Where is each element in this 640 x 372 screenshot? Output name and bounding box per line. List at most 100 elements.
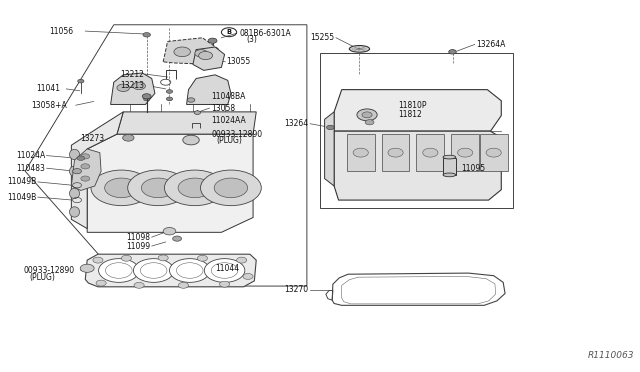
Circle shape [326,125,334,130]
Circle shape [357,109,377,121]
Circle shape [173,236,182,241]
Ellipse shape [443,155,456,159]
Circle shape [423,148,438,157]
Text: 11099: 11099 [126,241,150,250]
Polygon shape [347,134,374,171]
Circle shape [164,170,225,206]
Circle shape [80,264,94,272]
Ellipse shape [349,45,369,52]
Text: 00933-12890: 00933-12890 [211,129,262,139]
Ellipse shape [70,166,79,176]
Circle shape [178,178,212,198]
Circle shape [99,259,139,282]
Polygon shape [71,149,101,190]
Polygon shape [334,90,501,131]
Circle shape [143,97,150,101]
Circle shape [188,98,195,102]
Circle shape [197,255,207,261]
Circle shape [81,154,90,159]
Circle shape [122,255,131,261]
Text: 13058+A: 13058+A [31,101,67,110]
Circle shape [93,257,103,263]
Text: 15255: 15255 [310,33,335,42]
Circle shape [158,255,168,261]
Text: 13270: 13270 [285,285,308,294]
Circle shape [166,97,173,101]
Text: 13213: 13213 [120,81,144,90]
Circle shape [105,178,138,198]
Circle shape [486,148,501,157]
Text: 081B6-6301A: 081B6-6301A [239,29,291,38]
Circle shape [449,49,456,54]
Text: 11024A: 11024A [16,151,45,160]
Text: 11098: 11098 [127,232,150,242]
Circle shape [163,228,176,235]
Polygon shape [163,38,218,64]
Text: (3): (3) [247,35,258,45]
Ellipse shape [70,207,79,217]
Circle shape [128,170,189,206]
Text: (PLUG): (PLUG) [216,136,242,145]
Text: 13058: 13058 [211,104,236,113]
Text: 11049B: 11049B [7,193,36,202]
Circle shape [183,135,199,145]
Text: 13055: 13055 [227,57,251,66]
Text: 13273: 13273 [80,134,104,143]
Text: 11810P: 11810P [399,102,428,110]
Bar [443,158,456,175]
Circle shape [208,38,217,43]
Text: 11041: 11041 [36,84,61,93]
Text: 13264A: 13264A [476,40,506,49]
Polygon shape [71,112,124,229]
Text: (PLUG): (PLUG) [29,273,55,282]
Polygon shape [187,75,231,105]
Circle shape [72,169,81,174]
Polygon shape [117,112,256,134]
Circle shape [142,94,151,99]
Polygon shape [334,131,501,200]
Text: 11048BA: 11048BA [211,92,246,101]
Text: 110483: 110483 [17,164,45,173]
Text: 11056: 11056 [49,26,74,36]
Circle shape [194,111,200,115]
Polygon shape [111,73,155,105]
Circle shape [96,280,106,286]
Circle shape [200,170,261,206]
Text: 00933-12890: 00933-12890 [24,266,75,275]
Circle shape [123,135,134,141]
Circle shape [117,84,130,92]
Circle shape [81,176,90,181]
Circle shape [174,47,190,57]
Ellipse shape [70,149,79,160]
Polygon shape [480,134,508,171]
Polygon shape [417,134,444,171]
Circle shape [77,79,84,83]
Text: 11095: 11095 [461,164,485,173]
Text: 11049B: 11049B [7,177,36,186]
Circle shape [141,178,175,198]
Polygon shape [87,134,253,232]
Text: 13264: 13264 [285,119,308,128]
Circle shape [166,90,173,93]
Circle shape [214,178,248,198]
Circle shape [388,148,403,157]
Circle shape [133,259,174,282]
Circle shape [91,170,152,206]
Text: B: B [227,29,232,35]
Text: 11044: 11044 [215,264,239,273]
Circle shape [204,259,245,282]
Text: 11812: 11812 [399,110,422,119]
Circle shape [134,282,144,288]
Polygon shape [324,112,334,186]
Circle shape [179,282,189,288]
Circle shape [195,49,207,57]
Polygon shape [193,47,225,70]
Circle shape [77,156,84,160]
Circle shape [353,148,368,157]
Polygon shape [85,254,256,287]
Circle shape [243,273,253,279]
Ellipse shape [70,188,79,199]
Circle shape [365,120,374,125]
Polygon shape [451,134,479,171]
Circle shape [362,112,372,118]
